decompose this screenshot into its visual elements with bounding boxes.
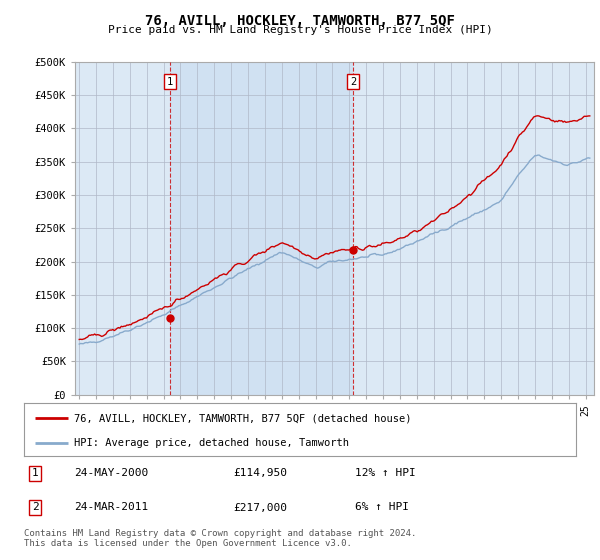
Text: 2: 2 [350,77,356,87]
Text: Contains HM Land Registry data © Crown copyright and database right 2024.: Contains HM Land Registry data © Crown c… [24,529,416,538]
Bar [170,62,353,395]
Text: 76, AVILL, HOCKLEY, TAMWORTH, B77 5QF (detached house): 76, AVILL, HOCKLEY, TAMWORTH, B77 5QF (d… [74,413,411,423]
Text: 1: 1 [167,77,173,87]
Text: £114,950: £114,950 [234,468,288,478]
Text: 76, AVILL, HOCKLEY, TAMWORTH, B77 5QF: 76, AVILL, HOCKLEY, TAMWORTH, B77 5QF [145,14,455,28]
Text: 24-MAY-2000: 24-MAY-2000 [74,468,148,478]
Text: 6% ↑ HPI: 6% ↑ HPI [355,502,409,512]
Text: £217,000: £217,000 [234,502,288,512]
Text: 1: 1 [32,468,38,478]
Text: Price paid vs. HM Land Registry's House Price Index (HPI): Price paid vs. HM Land Registry's House … [107,25,493,35]
Text: 24-MAR-2011: 24-MAR-2011 [74,502,148,512]
Text: 12% ↑ HPI: 12% ↑ HPI [355,468,416,478]
Text: 2: 2 [32,502,38,512]
Text: HPI: Average price, detached house, Tamworth: HPI: Average price, detached house, Tamw… [74,437,349,447]
Text: This data is licensed under the Open Government Licence v3.0.: This data is licensed under the Open Gov… [24,539,352,548]
